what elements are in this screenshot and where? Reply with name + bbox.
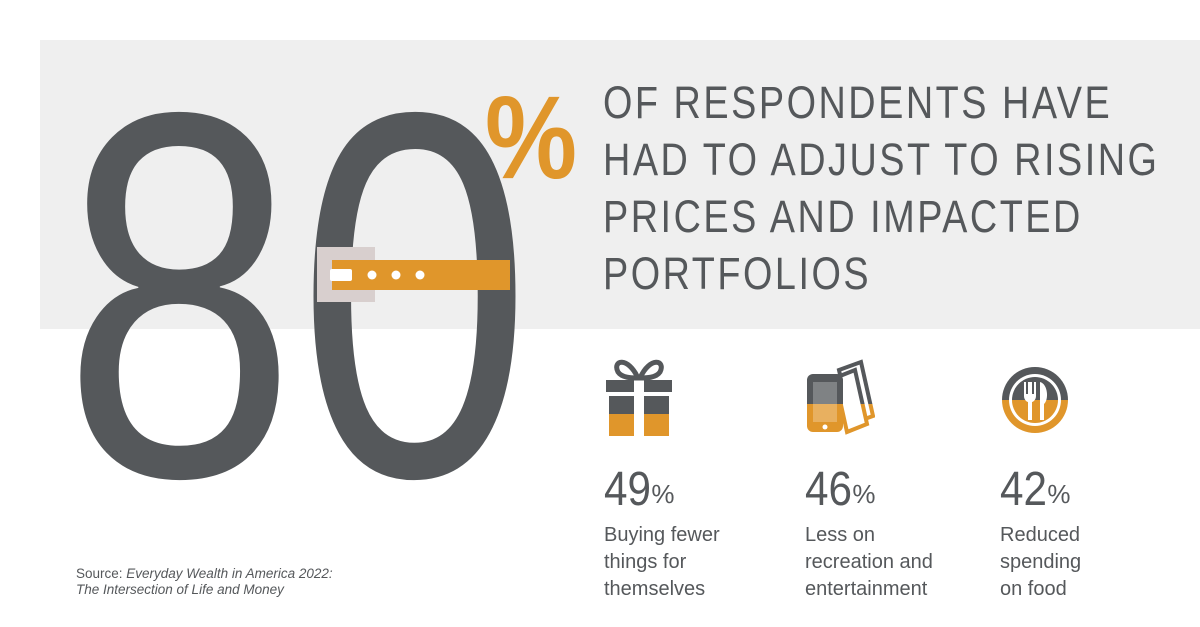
stat-percent: %: [651, 479, 675, 509]
stat-label-line: entertainment: [805, 578, 928, 600]
gift-icon: [606, 359, 672, 436]
stat-label: Reduced spending on food: [1000, 522, 1180, 603]
source-subtitle: The Intersection of Life and Money: [76, 582, 284, 597]
big-digits: 80: [62, 5, 532, 586]
source-citation: Source: Everyday Wealth in America 2022:…: [76, 566, 333, 598]
stat-label-line: Reduced: [1000, 524, 1081, 546]
headline-line: OF RESPONDENTS HAVE: [603, 77, 1113, 128]
stat-label-line: things for: [604, 551, 687, 573]
belt-hole-icon: [391, 270, 401, 280]
stat-label-line: themselves: [604, 578, 706, 600]
stat-number: 46: [805, 463, 852, 516]
stat-label-line: spending: [1000, 551, 1082, 573]
stat-food: 42% Reduced spending on food: [1000, 352, 1180, 603]
source-prefix: Source:: [76, 566, 127, 581]
headline-band: [40, 40, 1200, 329]
plate-utensils-icon: [1002, 367, 1068, 433]
stat-number: 49: [604, 463, 651, 516]
stat-label: Buying fewer things for themselves: [604, 522, 784, 603]
headline-line: HAD TO ADJUST TO RISING: [603, 134, 1160, 185]
stat-percent: %: [852, 479, 876, 509]
stat-fewer-things: 49% Buying fewer things for themselves: [604, 352, 784, 603]
headline: OF RESPONDENTS HAVE HAD TO ADJUST TO RIS…: [603, 74, 1183, 302]
headline-line: PRICES AND IMPACTED: [603, 191, 1083, 242]
stat-label-line: recreation and: [805, 551, 933, 573]
stat-label-line: Buying fewer: [604, 524, 720, 546]
belt-hole-icon: [415, 270, 425, 280]
big-percent-sign: %: [485, 72, 577, 204]
source-title: Everyday Wealth in America 2022:: [126, 566, 333, 581]
belt-tip: [330, 269, 352, 281]
headline-line: PORTFOLIOS: [603, 248, 872, 299]
stat-recreation: 46% Less on recreation and entertainment: [805, 352, 985, 603]
stat-number: 42: [1000, 463, 1047, 516]
phone-tickets-icon: [807, 359, 875, 435]
stat-value: 49%: [604, 464, 784, 516]
stat-value: 46%: [805, 464, 985, 516]
stat-label: Less on recreation and entertainment: [805, 522, 985, 603]
belt-hole-icon: [367, 270, 377, 280]
stat-label-line: on food: [1000, 578, 1067, 600]
stat-value: 42%: [1000, 464, 1180, 516]
stat-label-line: Less on: [805, 524, 876, 546]
stat-percent: %: [1047, 479, 1071, 509]
